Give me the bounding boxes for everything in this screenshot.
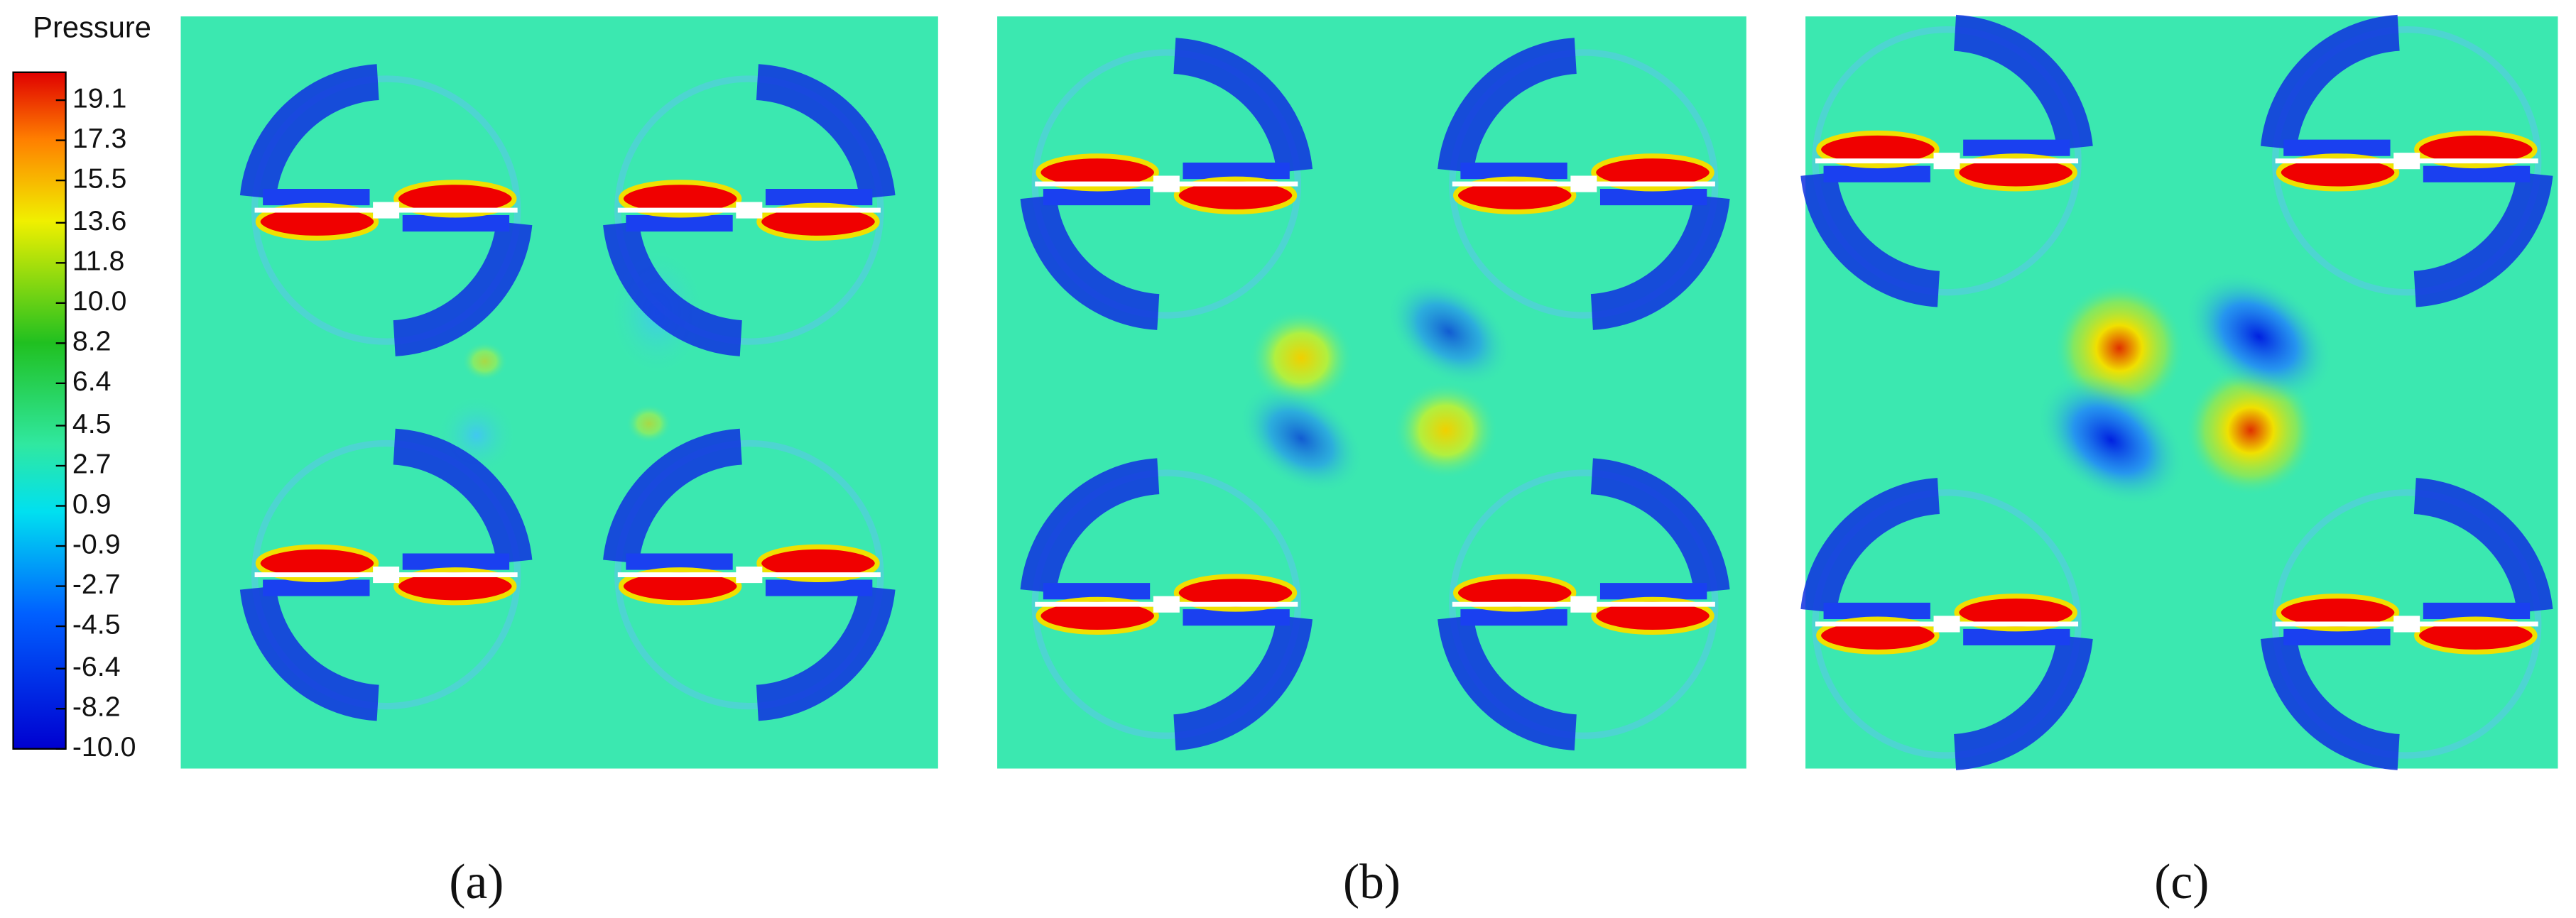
colorbar (12, 71, 67, 750)
colorbar-ticks: 19.1 17.3 15.5 13.6 11.8 10.0 8.2 6.4 4.5 2.7 0.9 -… (55, 82, 136, 763)
colorbar-tick-label: -8.2 (72, 692, 121, 723)
colorbar-title: Pressure (33, 11, 151, 44)
colorbar-tick-label: 13.6 (72, 205, 127, 236)
colorbar-tick-label: 8.2 (72, 326, 112, 357)
colorbar-tick-label: -10.0 (72, 731, 136, 763)
panel-c-image (1805, 16, 2558, 768)
colorbar-tick-label: 11.8 (72, 246, 125, 277)
colorbar-tick-label: 0.9 (72, 488, 112, 520)
colorbar-tick-label: 19.1 (72, 82, 127, 114)
colorbar-tick-label: -6.4 (72, 651, 121, 682)
colorbar-tick-label: 15.5 (72, 163, 127, 195)
colorbar-tick-label: 10.0 (72, 285, 127, 317)
panel-label: (b) (1343, 855, 1401, 909)
colorbar-tick-label: 17.3 (72, 123, 127, 154)
panel-b-image (997, 16, 1746, 769)
colorbar-tick-label: 4.5 (72, 408, 112, 439)
panel-a-image (180, 16, 938, 769)
colorbar-tick-label: -0.9 (72, 528, 121, 559)
colorbar-tick-label: 6.4 (72, 366, 112, 397)
colorbar-tick-label: -4.5 (72, 608, 121, 640)
colorbar-tick-label: 2.7 (72, 448, 112, 479)
panel-label: (c) (2154, 855, 2209, 909)
colorbar-tick-label: -2.7 (72, 569, 121, 600)
panel-label: (a) (449, 855, 504, 909)
